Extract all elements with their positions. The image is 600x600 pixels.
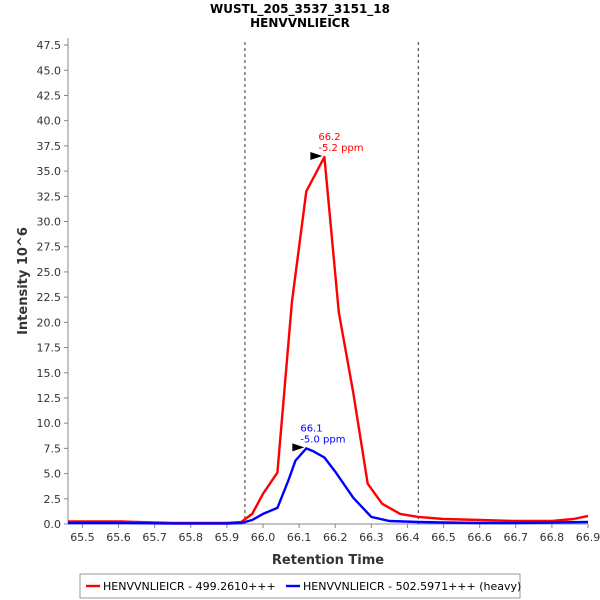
y-tick-label: 17.5 (37, 342, 62, 355)
peak-annotation-ppm: -5.2 ppm (318, 143, 363, 154)
y-axis-label: Intensity 10^6 (16, 227, 31, 335)
y-tick-label: 32.5 (37, 190, 62, 203)
y-tick-label: 25.0 (37, 266, 62, 279)
x-tick-label: 66.6 (467, 531, 492, 544)
x-tick-label: 66.0 (251, 531, 276, 544)
series-line-light (68, 155, 589, 525)
x-tick-label: 65.5 (70, 531, 95, 544)
x-tick-label: 66.5 (431, 531, 456, 544)
y-tick-label: 20.0 (37, 316, 62, 329)
legend-entry: HENVVNLIEICR - 499.2610+++ (103, 580, 276, 593)
y-tick-label: 10.0 (37, 417, 62, 430)
y-tick-label: 42.5 (37, 89, 62, 102)
x-tick-label: 66.4 (395, 531, 420, 544)
x-tick-label: 65.9 (215, 531, 240, 544)
y-tick-label: 45.0 (37, 64, 62, 77)
x-tick-label: 66.1 (287, 531, 312, 544)
peak-annotation-ppm: -5.0 ppm (300, 434, 345, 445)
x-tick-label: 65.6 (106, 531, 131, 544)
peak-annotation-rt: 66.2 (318, 132, 340, 143)
chart-title: WUSTL_205_3537_3151_18 (210, 2, 390, 17)
plot-area: 0.0 2.5 5.0 7.5 10.0 12.5 15.0 17.5 20.0 22.5 25.0… (37, 38, 600, 544)
chart-subtitle: HENVVNLIEICR (250, 16, 350, 30)
x-tick-label: 66.2 (323, 531, 348, 544)
peak-annotation-rt: 66.1 (300, 423, 322, 434)
x-axis-label: Retention Time (272, 553, 384, 568)
y-tick-label: 27.5 (37, 241, 62, 254)
y-tick-label: 2.5 (44, 493, 62, 506)
x-tick-label: 66.9 (576, 531, 600, 544)
y-tick-label: 7.5 (44, 442, 62, 455)
y-tick-label: 30.0 (37, 216, 62, 229)
y-tick-label: 12.5 (37, 392, 62, 405)
legend-entry: HENVVNLIEICR - 502.5971+++ (heavy) (303, 580, 521, 593)
y-tick-label: 15.0 (37, 367, 62, 380)
x-tick-label: 66.7 (504, 531, 529, 544)
y-tick-label: 47.5 (37, 39, 62, 52)
x-tick-label: 66.3 (359, 531, 384, 544)
series-line-heavy (68, 447, 589, 525)
y-tick-label: 0.0 (44, 518, 62, 531)
y-tick-label: 37.5 (37, 140, 62, 153)
y-tick-label: 35.0 (37, 165, 62, 178)
legend: HENVVNLIEICR - 499.2610+++ HENVVNLIEICR -… (79, 573, 521, 599)
x-tick-label: 66.8 (540, 531, 565, 544)
peak-marker-arrow (292, 443, 305, 452)
x-tick-label: 65.7 (142, 531, 167, 544)
y-tick-label: 40.0 (37, 115, 62, 128)
y-tick-label: 5.0 (44, 468, 62, 481)
y-tick-label: 22.5 (37, 291, 62, 304)
peak-marker-arrow (310, 151, 323, 160)
x-tick-label: 65.8 (179, 531, 204, 544)
